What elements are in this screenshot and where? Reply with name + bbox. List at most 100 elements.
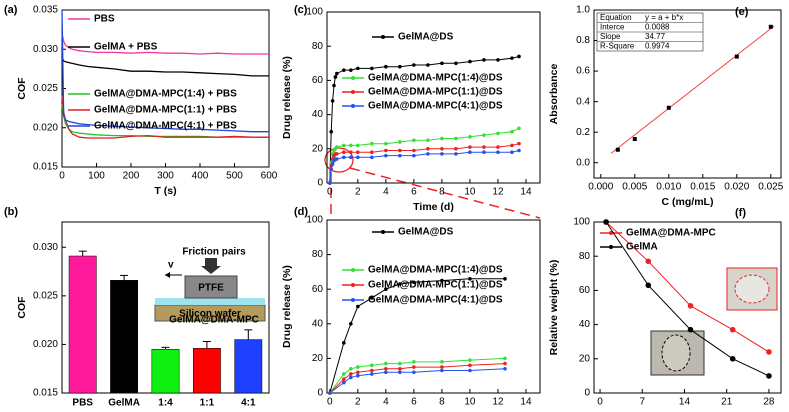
legend-label: GelMA@DMA-MPC(1:1)@DS: [368, 87, 503, 98]
x-axis-label: Time (d): [667, 411, 708, 412]
y-tick-label: 0: [584, 388, 590, 399]
data-point: [517, 126, 521, 131]
x-axis-label: Time (h): [413, 411, 454, 412]
data-point: [766, 373, 772, 379]
data-point: [342, 143, 346, 148]
data-point: [356, 143, 360, 148]
data-point: [666, 105, 671, 110]
data-point: [384, 141, 388, 146]
data-point: [496, 58, 500, 62]
legend-label: GelMA@DS: [398, 227, 454, 238]
data-point: [687, 326, 694, 333]
x-tick-label: 0: [327, 187, 333, 198]
y-tick-label: 40: [312, 109, 324, 120]
y-tick-label: 0.030: [33, 242, 58, 253]
y-axis-label: COF: [16, 77, 28, 100]
plot-frame: [326, 11, 541, 184]
data-point: [503, 356, 507, 361]
y-tick-label: 0.2: [576, 127, 590, 138]
y-tick-label: 0.020: [33, 339, 58, 350]
y-tick-label: 0.6: [576, 66, 590, 77]
data-point: [468, 358, 472, 362]
y-tick-label: 0: [317, 178, 323, 189]
legend-label: GelMA@DMA-MPC(1:4) + PBS: [94, 89, 237, 100]
panel-label: (c): [294, 4, 308, 16]
data-point: [412, 280, 416, 285]
data-point: [503, 277, 507, 281]
data-point: [342, 150, 346, 155]
data-point: [496, 145, 500, 149]
data-point: [342, 341, 346, 345]
data-point: [510, 150, 514, 155]
legend-label: GelMA: [626, 242, 658, 253]
data-point: [335, 152, 339, 156]
data-point: [329, 167, 334, 172]
data-point: [370, 155, 374, 160]
bar: [234, 339, 263, 394]
x-tick-label: 400: [192, 171, 209, 182]
series-line: [61, 56, 269, 77]
y-tick-label: 80: [312, 249, 324, 260]
data-point: [454, 152, 458, 156]
data-point: [468, 135, 472, 139]
table-label: R-Square: [600, 41, 635, 50]
data-point: [398, 366, 402, 371]
load-arrow: [201, 258, 221, 274]
bar: [68, 255, 97, 394]
series-line: [329, 143, 520, 184]
legend-label: GelMA@DS: [398, 32, 454, 43]
data-point: [335, 71, 339, 76]
data-point: [330, 162, 335, 166]
x-tick-label: 4: [383, 187, 389, 198]
series-line: [329, 150, 520, 184]
data-point: [482, 150, 486, 155]
x-tick-label: 0.025: [758, 182, 783, 193]
annotation: Silicon wafer: [179, 309, 241, 320]
inset-sample: [661, 334, 691, 372]
zoom-line: [349, 167, 541, 219]
y-tick-label: 80: [579, 251, 591, 262]
x-tick-label: 0.015: [690, 182, 715, 193]
x-tick-label: 6: [411, 397, 417, 408]
legend-label: GelMA@DMA-MPC: [626, 228, 716, 239]
series-line: [61, 9, 269, 133]
y-tick-label: 1.0: [576, 5, 590, 16]
data-point: [412, 360, 416, 364]
x-tick-label: 2: [355, 397, 361, 408]
data-point: [356, 66, 360, 71]
data-point: [342, 372, 346, 376]
legend-marker: [351, 104, 355, 108]
x-tick-label: 14: [520, 187, 532, 198]
y-axis-label: Drug release (%): [281, 56, 293, 139]
annotation: PTFE: [198, 283, 224, 294]
x-tick-label: 4: [383, 397, 389, 408]
data-point: [687, 302, 694, 309]
legend-label: GelMA + PBS: [94, 42, 158, 53]
x-tick-label: 10: [464, 187, 476, 198]
data-point: [328, 181, 332, 185]
legend-marker: [381, 230, 385, 234]
data-point: [440, 152, 444, 156]
data-point: [482, 145, 486, 149]
zoom-circle: [324, 147, 354, 173]
x-tick-label: 6: [411, 187, 417, 198]
data-point: [412, 370, 416, 375]
x-tick-label: 500: [226, 171, 243, 182]
data-point: [349, 143, 353, 148]
x-tick-label: 2: [355, 187, 361, 198]
x-tick-label: 1:1: [200, 398, 215, 409]
x-tick-label: 7: [639, 397, 645, 408]
data-point: [496, 150, 500, 155]
table-label: Interce: [600, 22, 625, 31]
data-point: [332, 83, 336, 88]
data-point: [468, 59, 472, 64]
data-point: [342, 380, 346, 385]
bar: [110, 280, 139, 394]
data-point: [468, 363, 472, 368]
data-point: [398, 153, 402, 158]
panel-label: (e): [735, 6, 749, 18]
gel-layer: [155, 298, 265, 305]
y-tick-label: 0.035: [33, 5, 58, 16]
data-point: [426, 152, 430, 156]
data-point: [426, 63, 430, 67]
